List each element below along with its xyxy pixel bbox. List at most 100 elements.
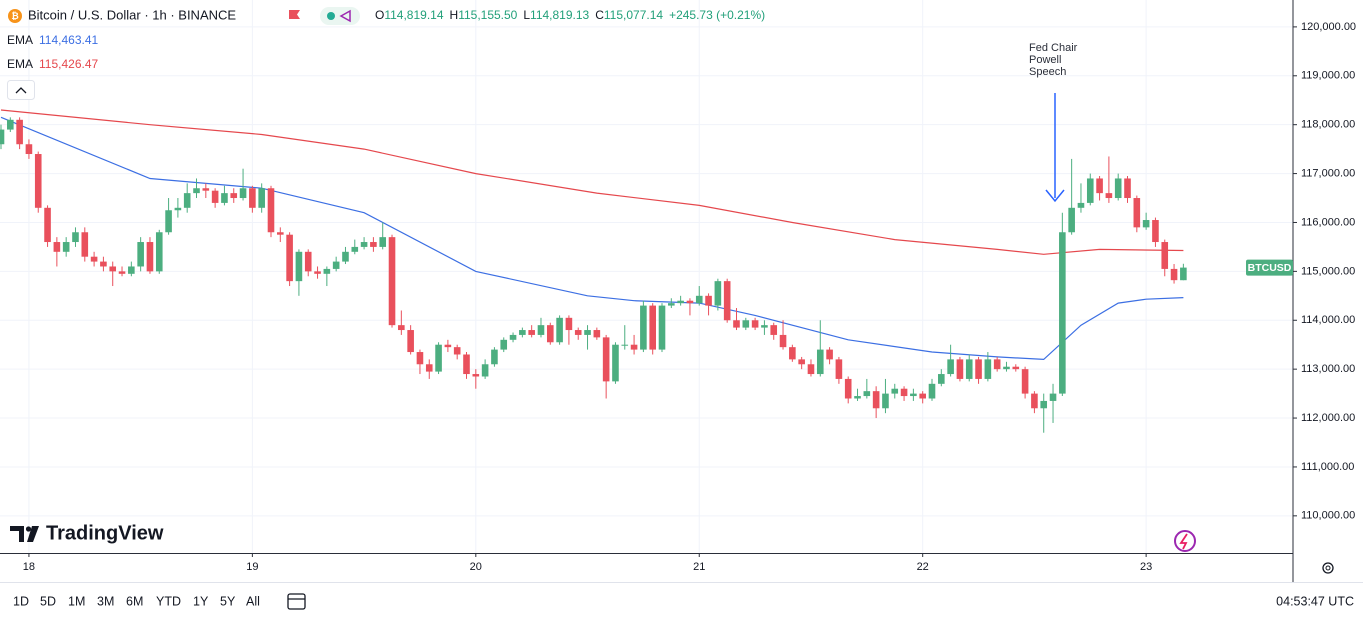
candle-body [416,352,424,365]
candle-body [993,359,1001,370]
candle-body [816,349,824,375]
candle-body [826,349,833,360]
candle-body [882,393,889,409]
price-tag-box [1246,259,1293,276]
ohlc-key: C [595,8,604,22]
range-button[interactable]: 5Y [220,594,236,608]
market-open-dot [327,12,335,20]
candle-body [751,320,759,328]
clock: 04:53:47 UTC [1276,594,1354,608]
candle-body [267,188,275,233]
candle-body [770,325,778,335]
candle-body [342,251,349,262]
candle-body [807,364,815,375]
y-tick-label: 117,000.00 [1301,167,1355,179]
logo: TradingView [10,522,164,544]
x-tick-label: 18 [23,561,35,573]
logo-mark [10,526,24,542]
ohlc-value: 114,819.14 [384,8,443,22]
y-tick-label: 118,000.00 [1301,119,1355,131]
collapse-icon [15,87,27,94]
candle-body [1049,393,1057,401]
range-button[interactable]: YTD [156,594,181,608]
candle-body [528,330,535,335]
date-range-icon[interactable] [287,593,306,610]
settings-icon[interactable] [1322,562,1334,574]
range-button[interactable]: 1M [68,594,85,608]
indicator-legend: EMA 115,426.47 [7,57,99,71]
candle-body [556,317,563,343]
candle-body [53,242,61,252]
candle-body [668,303,675,306]
candle-body [1068,207,1075,233]
candle-body [947,359,954,375]
candle-body [584,330,591,335]
range-button[interactable]: 1Y [193,594,209,608]
candle-body [249,188,256,208]
y-tick-label: 112,000.00 [1301,412,1355,424]
candle-body [965,359,973,379]
ohlc-key: O [375,8,384,22]
indicator-name: EMA [7,57,33,71]
candle-body [277,232,284,235]
y-tick-label: 115,000.00 [1301,265,1355,277]
y-tick-label: 113,000.00 [1301,363,1355,375]
candle-body [491,349,498,365]
candle-body [1152,220,1159,243]
ema-layer [0,109,1184,361]
candle-body [705,295,712,306]
flag-icon[interactable] [289,10,300,19]
collapse-button[interactable] [7,80,35,100]
candle-body [500,339,508,350]
candle-body [62,242,70,252]
annotation-text: Powell [1029,54,1061,66]
candle-body [872,391,880,409]
candle-body [975,359,982,379]
candle-body [1170,268,1178,281]
range-button[interactable]: 1D [13,594,29,608]
candle-body [360,242,368,247]
candle-body [910,393,917,397]
candle-body [81,232,89,257]
candle-body [1142,220,1150,228]
candle-body [546,325,554,343]
candle-body [463,354,470,375]
candle-body [695,295,703,304]
range-button[interactable]: 3M [97,594,114,608]
candle-body [314,271,321,274]
candle-body [118,271,126,274]
candle-body [481,364,489,377]
candle-body [602,337,610,382]
candle-body [891,388,899,394]
y-tick-label: 120,000.00 [1301,21,1356,33]
indicator-value: 115,426.47 [39,57,98,71]
candle-body [7,119,14,130]
candle-body [1012,366,1020,370]
candle-body [221,193,228,203]
candle-body [509,334,517,340]
candle-body [761,325,768,328]
ema-line [0,109,1184,255]
candle-body [155,232,163,272]
axis-layer: 110,000.00 111,000.00 112,000.00 113,000.00… [23,21,1356,573]
range-button[interactable]: All [246,594,260,608]
candle-body [1133,198,1141,228]
candle-body [323,268,331,274]
candle-body [472,374,480,377]
candle-body [1105,193,1113,199]
candle-body [1003,366,1010,370]
candle-body [34,154,42,208]
range-button[interactable]: 5D [40,594,56,608]
candle-body [612,344,619,382]
symbol-title: Bitcoin / U.S. Dollar · 1h · BINANCE [28,7,236,22]
ohlc-value: 115,155.50 [458,8,517,22]
x-tick-label: 23 [1140,561,1152,573]
replay-icon[interactable] [1174,530,1196,552]
logo-text: TradingView [46,522,164,544]
candle-body [1059,232,1066,394]
candle-body [193,188,200,194]
candle-body [863,391,871,397]
x-tick-label: 19 [246,561,258,573]
range-button[interactable]: 6M [126,594,143,608]
